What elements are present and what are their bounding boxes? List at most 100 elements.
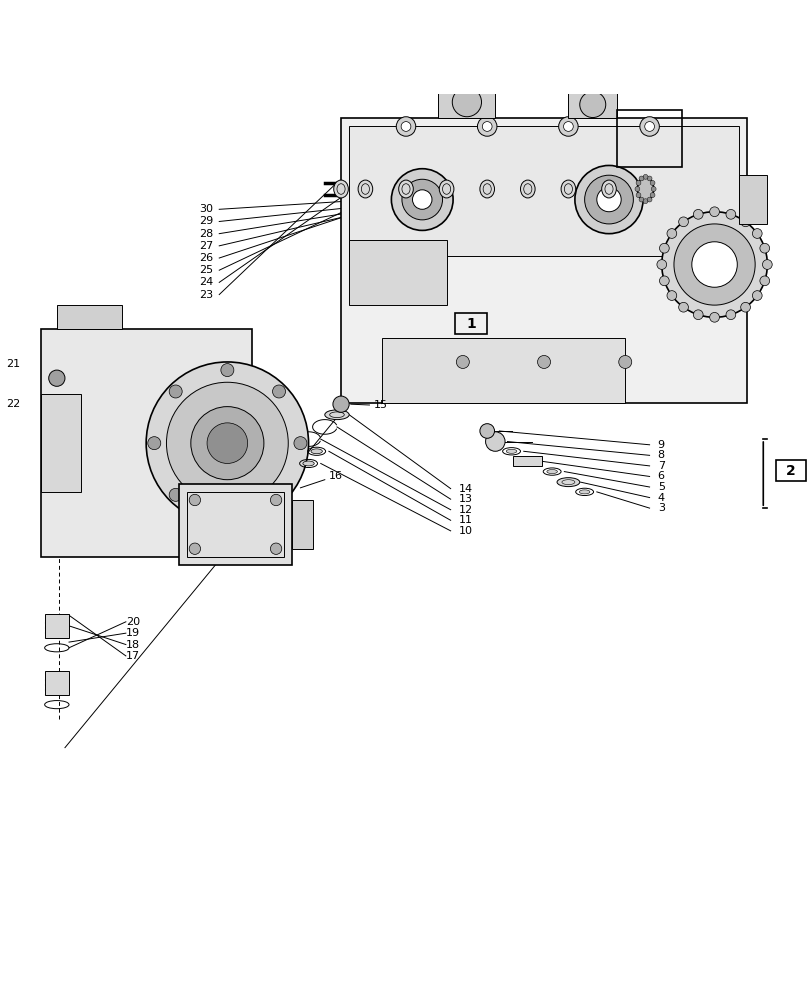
Circle shape [650,187,655,191]
Bar [292,500,312,549]
Text: 27: 27 [199,241,213,251]
Circle shape [650,180,654,185]
Circle shape [221,364,234,377]
Circle shape [485,432,504,451]
Circle shape [207,423,247,463]
Bar [513,456,542,466]
Circle shape [644,122,654,131]
Circle shape [333,396,349,412]
Text: 1: 1 [466,317,475,331]
Circle shape [272,488,285,501]
Circle shape [401,179,442,220]
Text: 15: 15 [373,400,387,410]
Circle shape [740,217,749,227]
Circle shape [725,310,735,320]
Text: 22: 22 [6,399,20,409]
Text: 21: 21 [6,359,19,369]
Bar [178,484,292,565]
Circle shape [294,437,307,450]
Circle shape [709,207,719,217]
Bar [57,305,122,329]
Circle shape [477,117,496,136]
Text: 8: 8 [657,450,664,460]
Circle shape [673,224,754,305]
Circle shape [412,190,431,209]
Ellipse shape [439,180,453,198]
Circle shape [579,92,605,118]
Circle shape [646,197,651,202]
Circle shape [391,169,453,230]
Circle shape [656,260,666,269]
Circle shape [646,176,651,181]
Circle shape [49,370,65,386]
Text: 11: 11 [458,515,472,525]
Bar [341,118,746,403]
Circle shape [146,362,308,524]
Bar [738,175,766,224]
Circle shape [558,117,577,136]
Circle shape [752,291,762,300]
Text: 4: 4 [657,493,664,503]
Ellipse shape [520,180,534,198]
Bar [187,492,284,557]
Text: 25: 25 [199,265,212,275]
Text: 29: 29 [199,216,213,226]
Ellipse shape [333,180,348,198]
Circle shape [678,217,688,227]
Bar [568,90,616,118]
Circle shape [574,165,642,234]
Bar [349,126,738,256]
Circle shape [691,242,736,287]
Bar [349,240,446,305]
Circle shape [740,302,749,312]
Circle shape [635,180,640,185]
Text: 23: 23 [199,290,212,300]
Circle shape [666,291,676,300]
Circle shape [452,88,481,117]
Text: 5: 5 [657,482,664,492]
Circle shape [537,355,550,368]
Text: 30: 30 [199,204,212,214]
Circle shape [479,424,494,438]
Circle shape [693,209,702,219]
Text: 24: 24 [199,277,213,287]
Ellipse shape [311,449,322,454]
Circle shape [650,193,654,198]
Circle shape [596,187,620,212]
Bar [616,110,681,167]
Text: 18: 18 [126,640,139,650]
Bar [45,671,69,695]
Circle shape [759,276,769,286]
Bar [381,338,624,403]
Text: 26: 26 [199,253,212,263]
Ellipse shape [546,470,556,474]
Circle shape [166,382,288,504]
Ellipse shape [324,410,349,420]
Circle shape [693,310,702,320]
Circle shape [191,407,264,480]
Circle shape [638,176,643,181]
Ellipse shape [506,449,516,453]
Circle shape [639,117,659,136]
Ellipse shape [637,177,653,201]
Text: 6: 6 [657,471,664,481]
Bar [775,460,805,481]
Circle shape [678,302,688,312]
Circle shape [482,122,491,131]
Circle shape [396,117,415,136]
Circle shape [148,437,161,450]
Text: 14: 14 [458,484,472,494]
Text: 10: 10 [458,526,472,536]
Circle shape [642,174,647,179]
Bar [454,313,487,334]
Circle shape [659,243,668,253]
Text: 16: 16 [328,471,342,481]
Circle shape [762,260,771,269]
Text: 9: 9 [657,440,664,450]
Circle shape [725,209,735,219]
Text: 2: 2 [785,464,795,478]
Circle shape [759,243,769,253]
Circle shape [563,122,573,131]
Circle shape [221,510,234,523]
Text: 19: 19 [126,628,139,638]
